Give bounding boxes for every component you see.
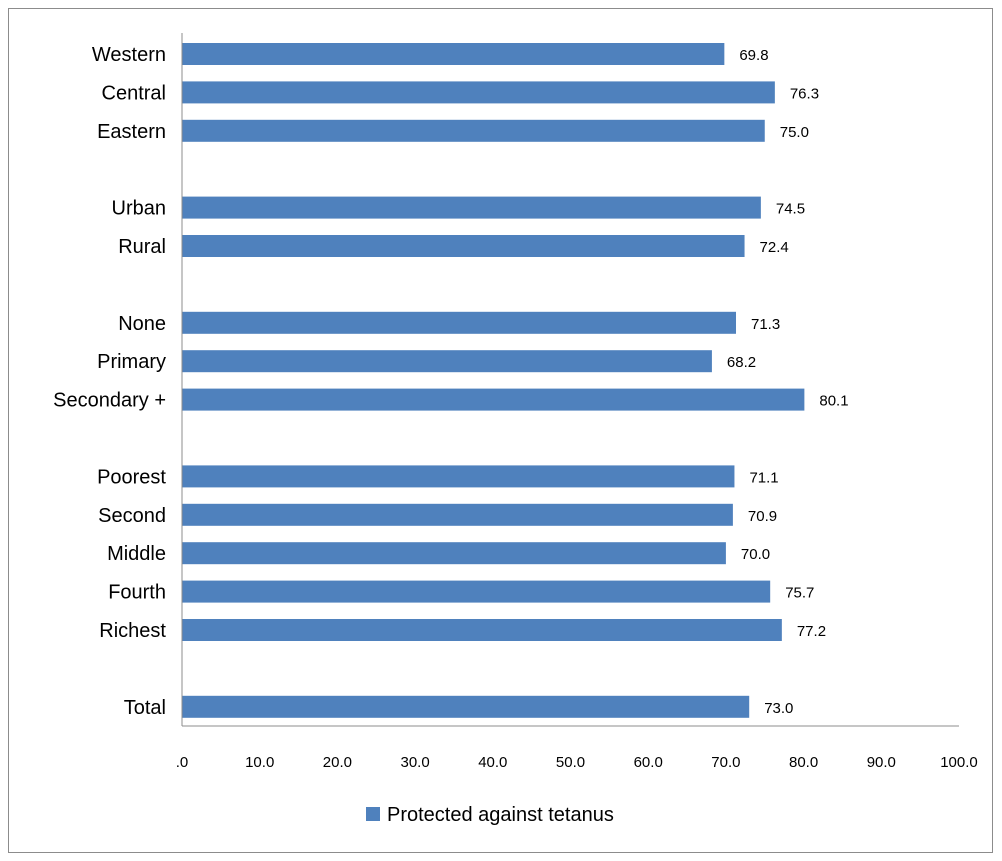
x-tick-label-70: 70.0 xyxy=(711,754,740,771)
x-tick-label-10: 10.0 xyxy=(245,754,274,771)
legend: Protected against tetanus xyxy=(366,804,614,826)
x-tick-label-30: 30.0 xyxy=(400,754,429,771)
category-label-poorest: Poorest xyxy=(97,466,166,488)
data-label-western: 69.8 xyxy=(739,47,768,64)
category-label-secondary: Secondary + xyxy=(53,390,166,412)
bars-layer xyxy=(182,43,805,718)
bar-poorest xyxy=(182,465,735,488)
bar-fourth xyxy=(182,580,771,603)
category-label-total: Total xyxy=(124,697,166,719)
bar-total xyxy=(182,695,750,718)
category-label-central: Central xyxy=(102,82,166,104)
bar-rural xyxy=(182,235,745,257)
data-label-richest: 77.2 xyxy=(797,623,826,640)
bar-western xyxy=(182,43,725,65)
data-label-fourth: 75.7 xyxy=(785,585,814,602)
data-label-total: 73.0 xyxy=(764,700,793,717)
category-label-primary: Primary xyxy=(97,351,166,373)
data-label-urban: 74.5 xyxy=(776,201,805,218)
x-tick-label-0: .0 xyxy=(176,754,189,771)
data-label-poorest: 71.1 xyxy=(749,469,778,486)
legend-swatch xyxy=(366,807,380,821)
category-label-none: None xyxy=(118,313,166,335)
x-tick-label-40: 40.0 xyxy=(478,754,507,771)
category-label-richest: Richest xyxy=(99,620,166,642)
data-label-none: 71.3 xyxy=(751,316,780,333)
data-label-primary: 68.2 xyxy=(727,354,756,371)
bar-secondary xyxy=(182,388,805,411)
bar-none xyxy=(182,311,737,334)
category-label-eastern: Eastern xyxy=(97,121,166,143)
legend-label: Protected against tetanus xyxy=(387,804,614,826)
axes-layer xyxy=(181,33,959,727)
category-label-urban: Urban xyxy=(112,198,166,220)
labels-layer: Western 69.8 Central 76.3 Eastern 75.0 Urban 74… xyxy=(53,44,978,771)
x-tick-label-80: 80.0 xyxy=(789,754,818,771)
horizontal-bar-chart: Western 69.8 Central 76.3 Eastern 75.0 Urban 74… xyxy=(53,33,978,826)
x-tick-label-50: 50.0 xyxy=(556,754,585,771)
x-tick-label-100: 100.0 xyxy=(940,754,978,771)
data-label-middle: 70.0 xyxy=(741,546,770,563)
bar-urban xyxy=(182,196,761,219)
data-label-second: 70.9 xyxy=(748,508,777,525)
category-label-rural: Rural xyxy=(118,236,166,258)
category-label-second: Second xyxy=(98,505,166,527)
category-label-western: Western xyxy=(92,44,166,66)
x-tick-label-60: 60.0 xyxy=(634,754,663,771)
data-label-secondary: 80.1 xyxy=(819,393,848,410)
bar-second xyxy=(182,503,733,526)
bar-primary xyxy=(182,350,712,373)
bar-eastern xyxy=(182,119,765,142)
category-label-fourth: Fourth xyxy=(108,582,166,604)
data-label-rural: 72.4 xyxy=(760,239,789,256)
chart-frame: Western 69.8 Central 76.3 Eastern 75.0 Urban 74… xyxy=(8,8,993,853)
category-label-middle: Middle xyxy=(107,543,166,565)
bar-middle xyxy=(182,542,726,565)
bar-central xyxy=(182,81,775,104)
data-label-eastern: 75.0 xyxy=(780,124,809,141)
data-label-central: 76.3 xyxy=(790,85,819,102)
bar-richest xyxy=(182,619,782,641)
x-tick-label-90: 90.0 xyxy=(867,754,896,771)
x-tick-label-20: 20.0 xyxy=(323,754,352,771)
